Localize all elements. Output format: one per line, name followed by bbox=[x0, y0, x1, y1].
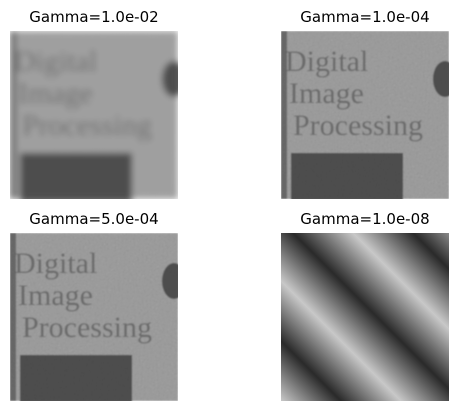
image-text: Processing bbox=[293, 109, 423, 142]
image-text: Processing bbox=[22, 109, 152, 142]
image-text: Image bbox=[18, 77, 93, 110]
image-text: Digital bbox=[285, 45, 368, 78]
dark-edge bbox=[10, 31, 16, 199]
dark-edge bbox=[281, 31, 287, 199]
stripe-image bbox=[281, 233, 449, 401]
panel-title: Gamma=1.0e-08 bbox=[300, 210, 429, 228]
dark-block bbox=[291, 153, 403, 199]
dark-blob bbox=[433, 61, 449, 97]
dark-blob bbox=[162, 61, 178, 97]
panel-image bbox=[281, 233, 449, 401]
panel-title: Gamma=5.0e-04 bbox=[29, 210, 158, 228]
image-text: Processing bbox=[22, 311, 152, 344]
image-text: Image bbox=[18, 279, 93, 312]
image-text: Image bbox=[289, 77, 364, 110]
dark-block bbox=[20, 153, 132, 199]
panel-title: Gamma=1.0e-02 bbox=[29, 8, 158, 26]
dark-edge bbox=[10, 233, 16, 401]
dark-block bbox=[20, 355, 132, 401]
dark-blob bbox=[162, 263, 178, 299]
image-text: Digital bbox=[14, 45, 97, 78]
panel-title: Gamma=1.0e-04 bbox=[300, 8, 429, 26]
image-text: Digital bbox=[14, 247, 97, 280]
